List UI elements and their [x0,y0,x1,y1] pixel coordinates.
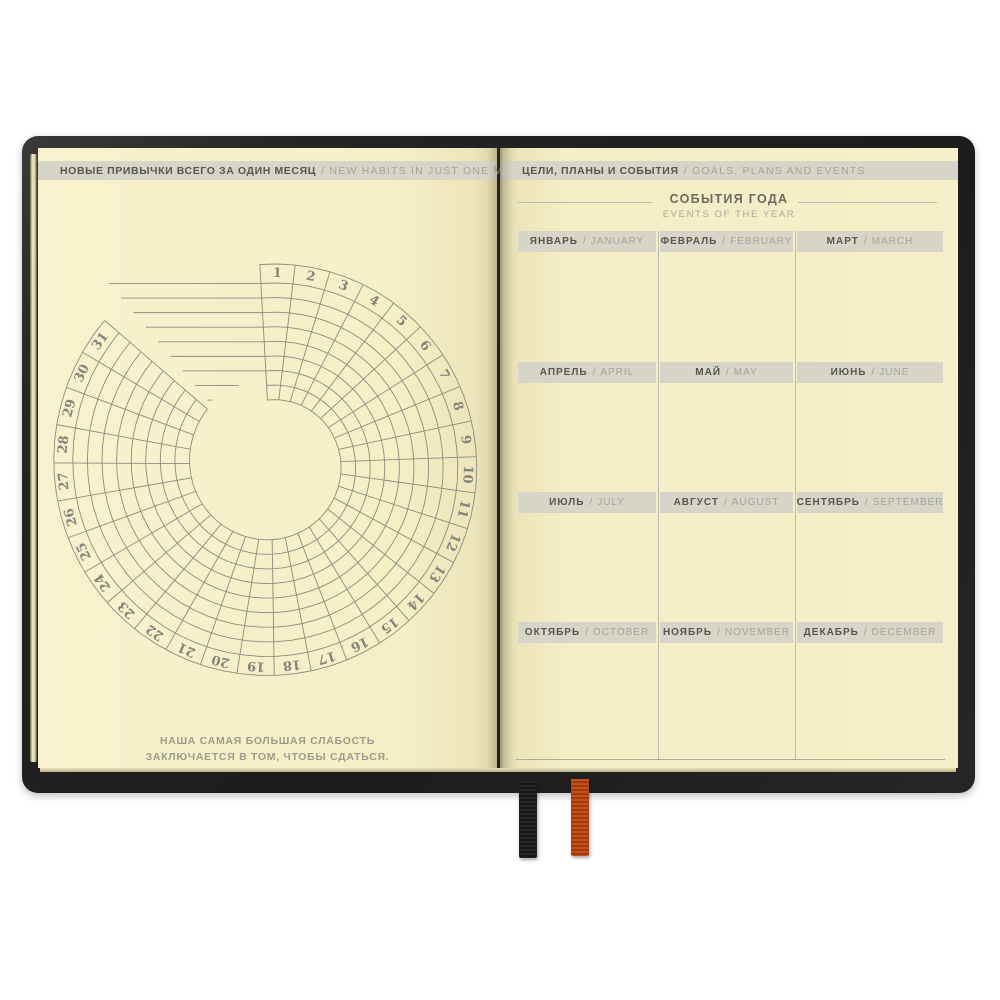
grid-bottom-rule [516,759,945,760]
month-row-4: ОКТЯБРЬ / OCTOBER НОЯБРЬ / NOVEMBER ДЕКАБРЬ /… [518,622,943,643]
left-page: НОВЫЕ ПРИВЫЧКИ ВСЕГО ЗА ОДИН МЕСЯЦ / NEW… [38,148,537,768]
svg-text:28: 28 [56,435,73,454]
svg-text:15: 15 [378,613,401,636]
svg-text:20: 20 [210,651,231,670]
svg-text:13: 13 [425,562,447,585]
spine-gutter-shadow [487,148,513,768]
quote-line-2: ЗАКЛЮЧАЕТСЯ В ТОМ, ЧТОБЫ СДАТЬСЯ. [145,751,390,764]
month-row-1: ЯНВАРЬ / JANUARY ФЕВРАЛЬ / FEBRUARY МАРТ / MAR… [518,231,943,252]
month-header-july: ИЮЛЬ / JULY [518,492,656,513]
svg-text:17: 17 [316,647,338,666]
page-stack-edge-left [30,154,37,762]
svg-text:4: 4 [366,292,382,310]
svg-text:24: 24 [92,571,115,594]
svg-text:18: 18 [282,656,302,673]
bookmark-ribbon-black [519,781,537,858]
svg-text:26: 26 [62,507,81,528]
svg-text:25: 25 [74,540,95,563]
events-year-grid: ЯНВАРЬ / JANUARY ФЕВРАЛЬ / FEBRUARY МАРТ / MAR… [516,231,945,760]
svg-text:19: 19 [247,658,266,674]
svg-text:14: 14 [404,589,427,612]
left-banner-title-ru: НОВЫЕ ПРИВЫЧКИ ВСЕГО ЗА ОДИН МЕСЯЦ [60,164,316,177]
svg-text:11: 11 [454,498,473,519]
svg-text:31: 31 [89,330,112,353]
svg-text:29: 29 [60,398,79,419]
bookmark-ribbon-orange [571,779,589,856]
svg-text:30: 30 [72,362,93,385]
right-banner-title-en: GOALS, PLANS AND EVENTS [692,164,866,177]
svg-text:27: 27 [56,472,72,491]
svg-text:16: 16 [348,633,371,654]
svg-text:6: 6 [416,338,433,354]
left-banner-separator: / [321,164,325,177]
month-row-3: ИЮЛЬ / JULY АВГУСТ / AUGUST СЕНТЯБРЬ / SEPTEMB… [518,492,943,513]
right-banner-separator: / [683,164,688,177]
svg-text:5: 5 [393,313,410,330]
svg-text:2: 2 [305,269,317,286]
svg-text:1: 1 [272,266,282,281]
month-header-february: ФЕВРАЛЬ / FEBRUARY [660,231,793,252]
month-header-august: АВГУСТ / AUGUST [660,492,793,513]
right-banner-title-ru: ЦЕЛИ, ПЛАНЫ И СОБЫТИЯ [522,164,679,177]
left-banner-title-en: NEW HABITS IN JUST ONE MONTH [329,164,538,177]
svg-text:23: 23 [115,598,138,621]
svg-text:7: 7 [435,367,452,382]
column-divider-2 [795,231,796,759]
svg-text:8: 8 [449,400,466,413]
month-header-december: ДЕКАБРЬ / DECEMBER [797,622,943,643]
svg-text:21: 21 [175,639,198,660]
events-title-rule-left [518,202,652,203]
right-page: ЦЕЛИ, ПЛАНЫ И СОБЫТИЯ / GOALS, PLANS AND… [500,148,958,768]
page-stack-edge-bottom [40,768,956,772]
right-page-banner: ЦЕЛИ, ПЛАНЫ И СОБЫТИЯ / GOALS, PLANS AND… [500,161,958,180]
svg-text:10: 10 [459,465,475,484]
month-header-october: ОКТЯБРЬ / OCTOBER [518,622,656,643]
events-title-rule-right [798,202,937,203]
svg-text:3: 3 [336,278,350,295]
left-page-banner: НОВЫЕ ПРИВЫЧКИ ВСЕГО ЗА ОДИН МЕСЯЦ / NEW… [38,161,537,180]
motivational-quote: НАША САМАЯ БОЛЬШАЯ СЛАБОСТЬ ЗАКЛЮЧАЕТСЯ … [38,733,497,766]
month-row-2: АПРЕЛЬ / APRIL МАЙ / MAY ИЮНЬ / JUNE [518,362,943,383]
month-header-june: ИЮНЬ / JUNE [797,362,943,383]
quote-line-1: НАША САМАЯ БОЛЬШАЯ СЛАБОСТЬ [159,735,376,747]
month-header-january: ЯНВАРЬ / JANUARY [518,231,656,252]
svg-text:9: 9 [457,434,473,445]
habit-tracker-wheel: 1 234567891011121314151617181920212223242… [53,263,478,676]
events-of-the-year-title: СОБЫТИЯ ГОДА EVENTS OF THE YEAR [500,192,958,220]
month-header-may: МАЙ / MAY [660,362,793,383]
column-divider-1 [658,231,659,759]
svg-text:22: 22 [143,621,166,644]
events-title-en: EVENTS OF THE YEAR [662,209,796,220]
month-header-march: МАРТ / MARCH [797,231,943,252]
month-header-september: СЕНТЯБРЬ / SEPTEMBER [797,492,943,513]
events-title-ru: СОБЫТИЯ ГОДА [669,192,789,206]
month-header-april: АПРЕЛЬ / APRIL [518,362,656,383]
svg-text:12: 12 [442,531,463,554]
month-header-november: НОЯБРЬ / NOVEMBER [660,622,793,643]
